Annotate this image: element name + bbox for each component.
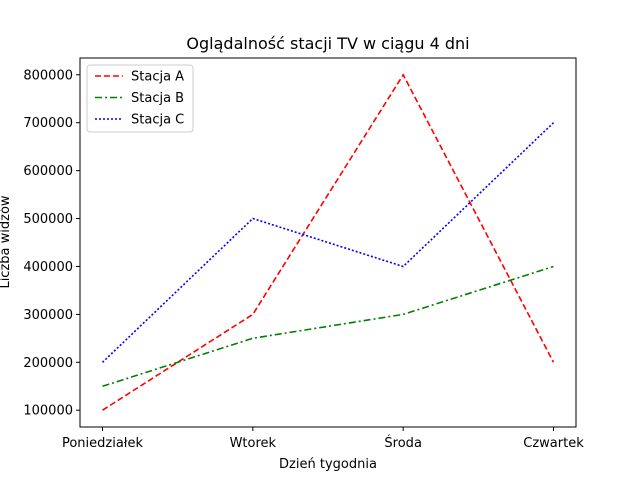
y-tick-label: 700000 [23, 116, 73, 131]
x-tick-label: Czwartek [523, 436, 584, 451]
x-axis: Poniedziałek Wtorek Środa Czwartek [62, 427, 584, 451]
plot-frame [79, 57, 577, 428]
y-axis: 100000 200000 300000 400000 500000 600000 7000… [23, 68, 80, 419]
x-tick-label: Wtorek [230, 436, 277, 451]
y-tick-label: 600000 [23, 164, 73, 179]
legend-box [86, 64, 194, 133]
series-line-2 [102, 265, 554, 388]
x-tick-label: Poniedziałek [62, 436, 144, 451]
legend-label-1: Stacja A [131, 70, 184, 85]
legend: Stacja A Stacja B Stacja C [86, 64, 194, 133]
y-tick-label: 200000 [23, 356, 73, 371]
y-tick-label: 100000 [23, 404, 73, 419]
chart-title: Oglądalność stacji TV w ciągu 4 dni [186, 34, 469, 53]
y-tick-label: 800000 [23, 68, 73, 83]
series-line-3 [101, 122, 555, 363]
y-tick-label: 300000 [23, 308, 73, 323]
legend-label-2: Stacja B [131, 91, 184, 106]
y-axis-label: Liczba widzów [0, 195, 13, 288]
series-lines [101, 73, 555, 411]
series-line-1 [102, 73, 555, 411]
y-tick-label: 400000 [23, 260, 73, 275]
y-tick-label: 500000 [23, 212, 73, 227]
x-axis-label: Dzień tygodnia [279, 457, 377, 472]
legend-label-3: Stacja C [131, 113, 184, 128]
x-tick-label: Środa [384, 435, 421, 451]
